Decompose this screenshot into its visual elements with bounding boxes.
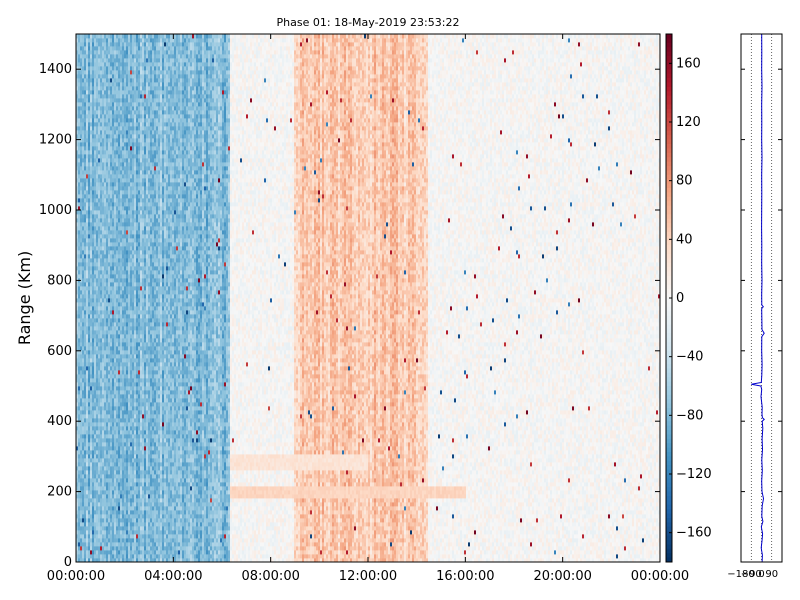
phase-chart: Phase 01: 18-May-2019 23:53:22 Range (Km… [0,0,800,600]
y-axis-label: Range (Km) [15,251,34,345]
heatmap-cells [76,34,660,562]
chart-title: Phase 01: 18-May-2019 23:53:22 [277,16,460,29]
